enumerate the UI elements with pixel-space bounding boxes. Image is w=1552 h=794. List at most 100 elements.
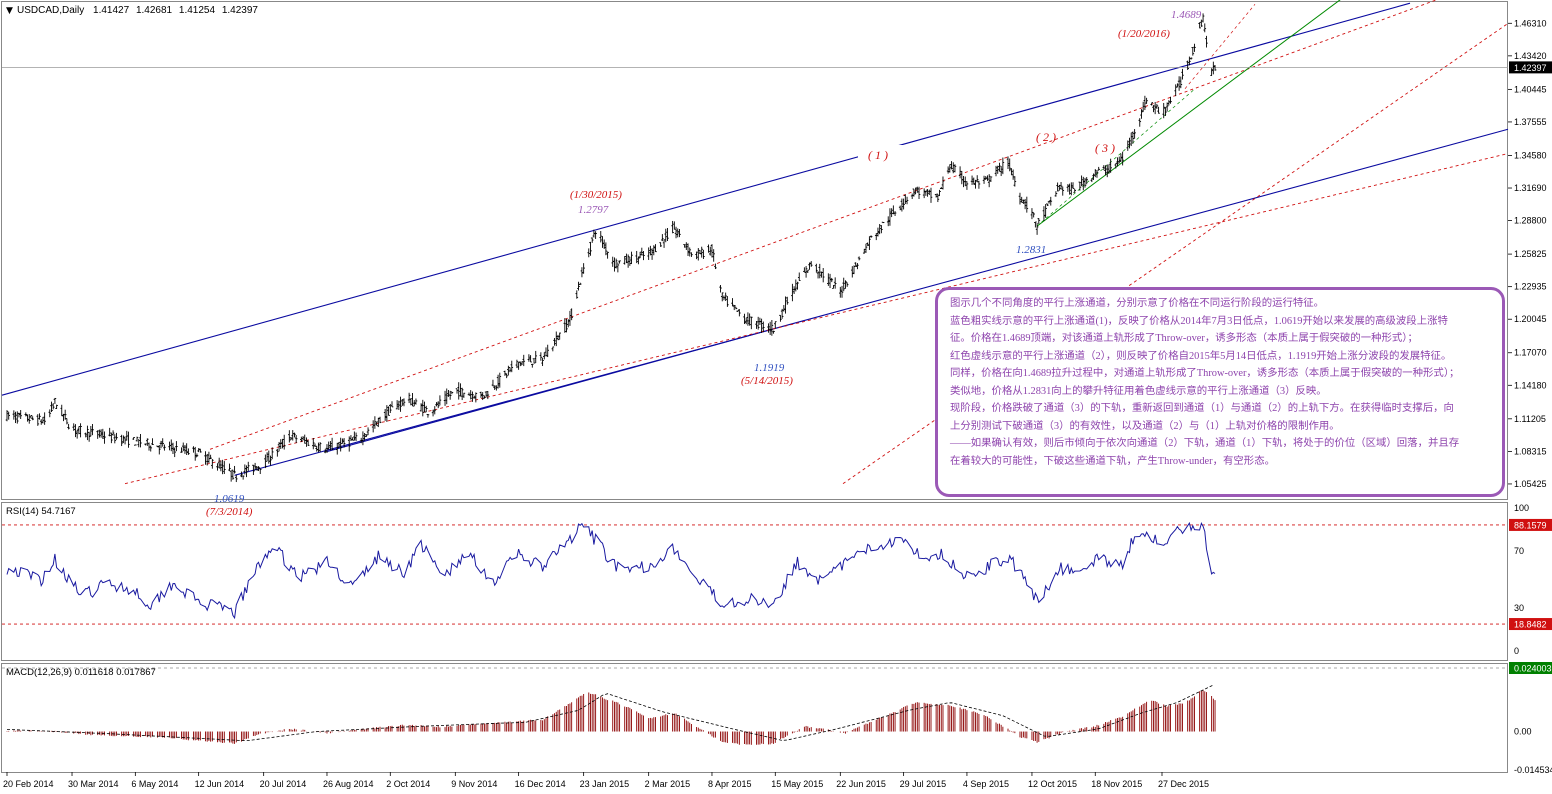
price-bar <box>724 292 727 301</box>
price-bar <box>1097 166 1100 171</box>
price-tick-label: 1.34580 <box>1514 150 1547 160</box>
price-bar <box>5 410 9 422</box>
price-bar <box>1203 23 1207 33</box>
open-value: 1.41427 <box>93 5 130 16</box>
price-bar <box>881 221 885 224</box>
price-bar <box>1153 101 1157 115</box>
price-bar <box>276 448 279 457</box>
price-bar <box>146 438 149 446</box>
price-bar <box>582 263 585 274</box>
price-bar <box>98 429 101 438</box>
price-bar <box>255 466 259 471</box>
price-bar <box>541 357 544 367</box>
price-bar <box>433 406 437 415</box>
price-bar <box>103 431 106 444</box>
price-bar <box>24 412 28 417</box>
price-bar <box>365 434 368 438</box>
price-bar <box>844 280 847 289</box>
price-bar <box>1157 106 1160 114</box>
price-bar <box>387 406 390 416</box>
price-bar <box>818 263 822 279</box>
price-bar <box>1200 19 1203 27</box>
x-tick-label: 22 Jun 2015 <box>836 779 886 789</box>
price-bar <box>580 267 584 278</box>
price-bar <box>388 403 392 414</box>
price-bar <box>221 459 224 475</box>
price-bar <box>412 400 416 407</box>
price-bar <box>654 244 657 253</box>
title-arrow-icon[interactable]: ▼ <box>6 6 13 16</box>
price-bar <box>635 250 638 264</box>
price-bar <box>311 438 315 450</box>
price-tick-label: 1.08315 <box>1514 446 1547 456</box>
price-bar <box>493 385 496 390</box>
price-bar <box>532 358 536 364</box>
price-bar <box>1011 169 1015 180</box>
price-bar <box>115 432 118 440</box>
jan2015-date-label: (1/30/2015) <box>570 189 622 201</box>
price-bar <box>51 403 55 410</box>
price-bar <box>1054 191 1058 197</box>
price-bar <box>317 442 320 453</box>
price-bar <box>257 466 260 471</box>
price-bar <box>856 263 859 270</box>
price-bar <box>953 164 957 173</box>
price-bar <box>987 174 991 188</box>
price-bar <box>187 448 190 455</box>
price-bar <box>594 231 597 239</box>
price-bar <box>426 414 430 418</box>
price-bar <box>399 396 402 412</box>
price-bar <box>780 308 784 319</box>
price-bar <box>1177 76 1181 91</box>
price-bar <box>397 400 401 410</box>
price-bar <box>664 228 668 243</box>
price-bar <box>1093 169 1097 178</box>
price-bar <box>1018 192 1022 205</box>
price-bar <box>1049 196 1053 206</box>
price-bar <box>1126 140 1130 151</box>
peak-value-label: 1.4689 <box>1171 9 1202 21</box>
price-bar <box>1013 176 1017 187</box>
price-bar <box>839 286 842 298</box>
chart-title: USDCAD,Daily 1.41427 1.42681 1.41254 1.4… <box>17 5 258 16</box>
price-bar <box>211 459 214 469</box>
price-bar <box>902 198 905 210</box>
price-bar <box>519 361 522 367</box>
price-bar <box>354 432 358 442</box>
price-bar <box>900 198 904 212</box>
price-bar <box>1141 101 1145 113</box>
price-bar <box>613 257 616 272</box>
price-bar <box>209 454 212 459</box>
price-bar <box>948 164 952 173</box>
price-bar <box>185 443 188 456</box>
price-bar <box>41 416 45 424</box>
price-bar <box>241 475 245 480</box>
price-bar <box>773 321 777 329</box>
x-tick-label: 26 Aug 2014 <box>323 779 374 789</box>
price-bar <box>1085 177 1089 185</box>
price-bar <box>55 404 58 409</box>
price-bar <box>731 298 734 307</box>
price-bar <box>650 248 654 260</box>
price-bar <box>1042 206 1046 221</box>
price-bar <box>481 392 484 401</box>
price-bar <box>483 395 486 399</box>
price-bar <box>443 390 447 406</box>
price-bar <box>785 296 789 305</box>
price-bar <box>77 426 81 435</box>
price-bar <box>19 410 22 420</box>
price-bar <box>708 246 712 256</box>
price-bar <box>14 411 17 424</box>
price-tick-label: 1.37555 <box>1514 117 1547 127</box>
price-bar <box>685 242 688 251</box>
price-bar <box>305 437 308 447</box>
analysis-textbox: 图示几个不同角度的平行上涨通道，分别示意了价格在不同运行阶段的运行特征。 蓝色粗… <box>935 287 1505 497</box>
price-bar <box>366 427 370 436</box>
x-tick-label: 15 May 2015 <box>771 779 823 789</box>
price-bar <box>845 282 849 287</box>
macd-signal-line <box>6 684 1214 741</box>
channel1-upper-line <box>1 2 1411 396</box>
price-bar <box>767 323 770 333</box>
price-bar <box>599 231 603 243</box>
price-bar <box>337 441 341 448</box>
